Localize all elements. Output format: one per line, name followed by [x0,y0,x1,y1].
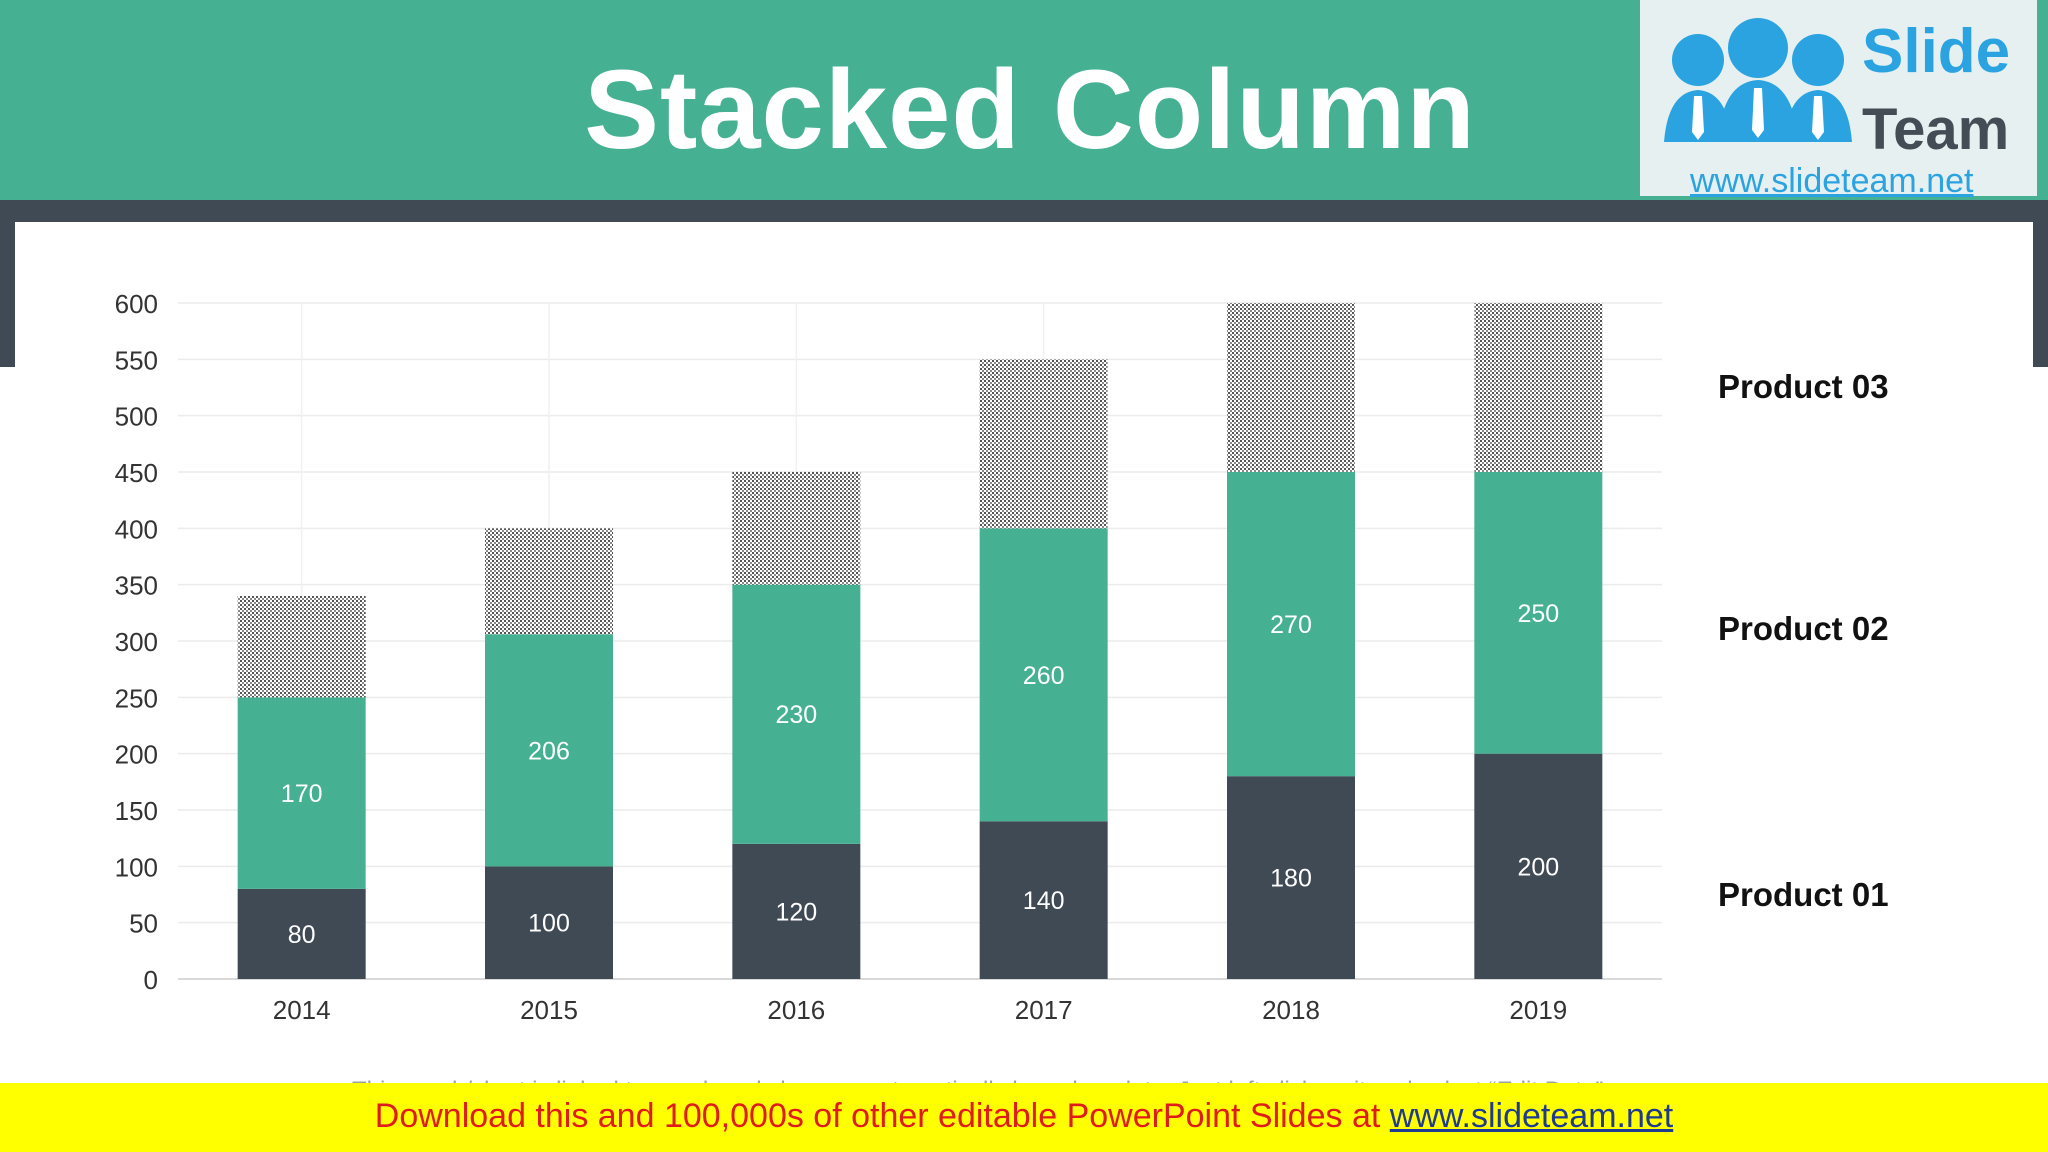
banner-link[interactable]: www.slideteam.net [1389,1097,1674,1135]
bar-segment-product-01 [1474,753,1603,979]
bar-segment-product-01 [485,866,613,979]
logo-url[interactable]: www.slideteam.net [1690,162,1974,200]
legend-product-03: Product 03 [1718,368,1889,405]
data-label: 260 [1023,662,1065,690]
bar-segment-product-02 [1227,472,1355,777]
bar-segment-product-02 [1474,472,1603,754]
y-tick-label: 50 [129,909,158,939]
data-label: 250 [1517,600,1559,628]
x-tick-label: 2019 [1509,995,1567,1025]
data-label: 100 [528,910,570,938]
bar-segment-product-03 [732,472,861,585]
x-tick-label: 2017 [1015,995,1073,1025]
y-tick-label: 250 [115,683,158,713]
y-tick-label: 100 [115,852,158,882]
y-tick-label: 600 [115,289,158,319]
bar-segment-product-01 [979,821,1108,979]
y-tick-label: 500 [115,402,158,432]
bar-segment-product-03 [237,595,366,698]
data-label: 170 [281,780,323,808]
bar-segment-product-01 [1227,776,1355,979]
data-label: 230 [775,701,817,729]
y-tick-label: 200 [115,740,158,770]
data-label: 140 [1023,887,1065,915]
data-label: 206 [528,737,570,765]
x-tick-label: 2015 [520,995,578,1025]
slide-title: Stacked Column [584,47,1476,172]
bar-segment-product-01 [732,843,861,979]
x-tick-label: 2014 [273,995,331,1025]
logo-word-slide: Slide [1862,17,2011,86]
stacked-column-chart: 0 50 100 150 200 250 300 350 400 450 500 550 600 80 17… [115,289,1662,1025]
y-tick-label: 350 [115,571,158,601]
bar-segment-product-02 [732,584,861,844]
bar-segment-product-01 [237,888,366,979]
bar-segment-product-02 [979,528,1108,822]
data-label: 200 [1517,853,1559,881]
bar-segment-product-03 [1227,303,1355,472]
slideteam-logo: Slide Team www.slideteam.net [1640,0,2037,200]
legend-product-02: Product 02 [1718,610,1889,647]
logo-word-team: Team [1862,97,2010,162]
y-tick-label: 400 [115,514,158,544]
bar-segment-product-03 [979,359,1108,529]
banner-text: Download this and 100,000s of other edit… [375,1097,1673,1136]
data-label: 120 [775,898,817,926]
legend-product-01: Product 01 [1718,876,1889,913]
bar-segment-product-02 [485,634,613,867]
bar-segment-product-03 [485,528,613,635]
x-tick-label: 2018 [1262,995,1320,1025]
y-tick-label: 0 [144,965,158,995]
bar-segment-product-03 [1474,303,1603,472]
data-label: 80 [288,921,316,949]
people-icon [1664,18,1852,142]
y-tick-label: 300 [115,627,158,657]
data-label: 180 [1270,865,1312,893]
bar-segment-product-02 [237,697,366,889]
data-label: 270 [1270,611,1312,639]
download-banner: Download this and 100,000s of other edit… [0,1083,2048,1152]
y-tick-label: 150 [115,796,158,826]
y-tick-label: 550 [115,345,158,375]
x-tick-label: 2016 [767,995,825,1025]
chart-note: This graph/chart is linked to excel, and… [352,1076,1692,1088]
y-tick-label: 450 [115,458,158,488]
banner-message: Download this and 100,000s of other edit… [374,1097,1390,1135]
